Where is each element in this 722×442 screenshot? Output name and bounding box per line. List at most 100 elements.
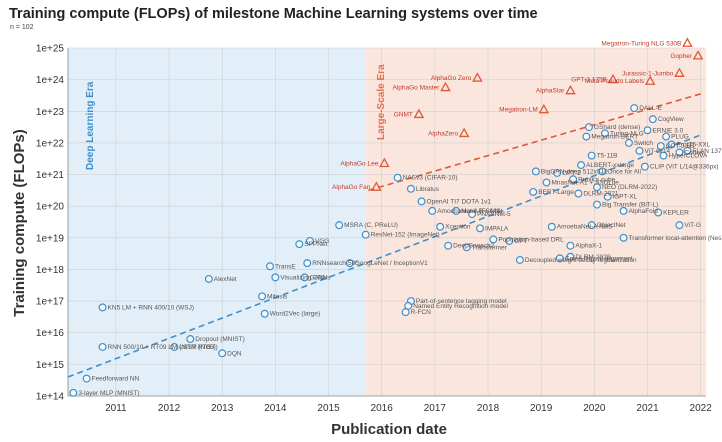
point-label: Mask R-CNN bbox=[461, 208, 500, 215]
trend-line bbox=[67, 134, 701, 378]
data-point-circle bbox=[436, 222, 445, 231]
data-point-circle bbox=[667, 140, 676, 149]
x-tick-label: 2019 bbox=[530, 403, 553, 414]
data-point-circle bbox=[271, 273, 280, 282]
data-point-circle bbox=[361, 230, 370, 239]
axes: 1e+14 1e+15 1e+16 1e+17 1e+18 1e+19 1e+20 1e+21… bbox=[36, 44, 712, 415]
data-point-circle bbox=[468, 210, 477, 219]
data-point-circle bbox=[303, 259, 312, 268]
data-point-circle bbox=[598, 167, 607, 176]
point-label: MnasNet-A1 + SSDLite bbox=[552, 179, 620, 186]
point-label: DALL-E bbox=[639, 105, 662, 112]
y-tick-label: 1e+19 bbox=[36, 233, 65, 244]
y-tick-label: 1e+16 bbox=[36, 328, 65, 339]
deep-era-label: Deep Learning Era bbox=[85, 81, 96, 170]
point-label: Megatron-LM bbox=[499, 107, 538, 114]
point-label: AmoebaNet-A NAS bbox=[557, 224, 613, 231]
x-tick-label: 2015 bbox=[317, 403, 340, 414]
data-point-circle bbox=[654, 208, 663, 217]
point-label: AlphaGo Master bbox=[393, 85, 441, 92]
y-tick-label: 1e+20 bbox=[36, 202, 65, 213]
point-label: DQN bbox=[227, 350, 242, 357]
data-point-circle bbox=[452, 206, 461, 215]
data-point-triangle bbox=[538, 103, 550, 114]
point-label: ResNet-152 (ImageNet) bbox=[371, 232, 440, 239]
x-tick-label: 2011 bbox=[105, 403, 127, 414]
x-tick-label: 2012 bbox=[158, 403, 181, 414]
data-point-circle bbox=[577, 161, 586, 170]
point-label: Meta Pseudo Labels bbox=[585, 78, 645, 85]
data-point-circle bbox=[401, 308, 410, 317]
point-label: TransE bbox=[275, 263, 296, 270]
point-label: NEO (DLRM-2022) bbox=[602, 184, 657, 191]
point-label: GPT-2 bbox=[562, 170, 581, 177]
point-label: Megatron-Turing NLG 530B bbox=[601, 40, 681, 47]
point-label: CogView bbox=[658, 116, 684, 123]
point-label: AlphaGo Zero bbox=[431, 75, 472, 82]
point-label: Transformer local-attention (NesT-B) bbox=[629, 235, 722, 242]
point-label: RNN 500/10 + RT09 LM (NIST RT05) bbox=[108, 344, 216, 351]
point-label: DLRM-2020 bbox=[575, 254, 610, 261]
data-point-circle bbox=[643, 126, 652, 135]
y-tick-label: 1e+25 bbox=[36, 44, 65, 55]
trend-line bbox=[368, 93, 701, 192]
data-point-circle bbox=[266, 262, 275, 271]
data-point-circle bbox=[635, 146, 644, 155]
data-point-circle bbox=[585, 123, 594, 132]
point-label: ObjectNet bbox=[597, 222, 626, 229]
data-point-triangle bbox=[607, 73, 619, 84]
data-point-circle bbox=[531, 167, 540, 176]
x-tick-label: 2013 bbox=[211, 403, 234, 414]
data-point-circle bbox=[553, 168, 562, 177]
point-label: GPT-3 175B bbox=[571, 77, 607, 84]
x-tick-label: 2014 bbox=[264, 403, 287, 414]
data-point-triangle bbox=[674, 67, 685, 77]
y-tick-label: 1e+22 bbox=[36, 138, 65, 149]
point-label: IMPALA bbox=[485, 225, 509, 232]
point-label: 3-layer MLP (MNIST) bbox=[78, 390, 139, 397]
data-point-circle bbox=[587, 221, 596, 230]
point-label: Part-of-sentence tagging model bbox=[416, 298, 507, 305]
data-points bbox=[69, 37, 704, 397]
point-labels: 3-layer MLP (MNIST) Feedforward NN RNN 500… bbox=[78, 40, 722, 397]
data-point-circle bbox=[593, 183, 602, 192]
x-tick-label: 2018 bbox=[477, 403, 500, 414]
point-label: GANs bbox=[310, 274, 328, 281]
data-point-circle bbox=[555, 254, 564, 263]
data-point-circle bbox=[69, 388, 78, 397]
data-point-circle bbox=[675, 221, 684, 230]
data-point-circle bbox=[656, 142, 665, 151]
point-label: KN5 LM + RNN 400/10 (WSJ) bbox=[108, 304, 195, 311]
point-label: Xception bbox=[445, 224, 471, 231]
point-label: BERT-Large bbox=[538, 189, 574, 196]
large-era-label: Large-Scale Era bbox=[376, 64, 387, 140]
data-point-circle bbox=[593, 200, 602, 209]
point-label: GPT bbox=[514, 238, 527, 245]
data-point-triangle bbox=[458, 127, 470, 138]
data-point-circle bbox=[417, 197, 426, 206]
data-point-circle bbox=[82, 374, 91, 383]
data-point-triangle bbox=[472, 72, 483, 82]
point-label: ProtT5-XXL bbox=[676, 141, 710, 148]
point-label: Rubik's cube bbox=[578, 176, 615, 183]
data-point-circle bbox=[515, 255, 524, 264]
point-label: AlphaX-1 bbox=[575, 243, 602, 250]
data-point-circle bbox=[489, 235, 498, 244]
point-label: Decoupled weight decay regularization bbox=[525, 257, 637, 264]
data-point-circle bbox=[170, 342, 179, 351]
point-label: AlphaGo Fan bbox=[332, 184, 371, 191]
data-point-circle bbox=[582, 132, 591, 141]
point-label: Big Transfer (BiT-L) bbox=[602, 202, 658, 209]
data-point-circle bbox=[624, 138, 633, 147]
data-point-triangle bbox=[371, 181, 382, 191]
point-label: Population-based DRL bbox=[498, 236, 564, 243]
point-label: MSRA (C, PReLU) bbox=[344, 222, 398, 229]
data-point-circle bbox=[260, 309, 269, 318]
point-label: AmoebaNet-A (F=448) bbox=[437, 208, 502, 215]
y-axis-label: Training compute (FLOPs) bbox=[11, 129, 28, 317]
data-point-circle bbox=[659, 151, 668, 160]
data-point-circle bbox=[462, 243, 471, 252]
point-label: R-FCN bbox=[411, 309, 432, 316]
point-label: AlphaGo Lee bbox=[340, 160, 378, 167]
